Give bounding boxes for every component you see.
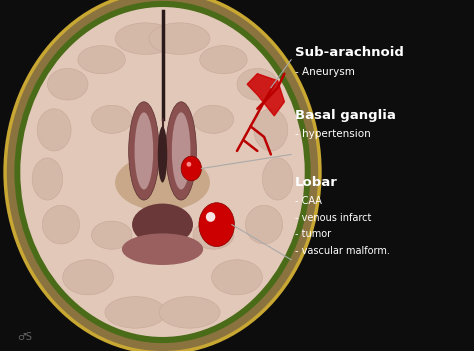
Text: - vascular malform.: - vascular malform.	[294, 246, 390, 256]
Ellipse shape	[132, 204, 193, 246]
Ellipse shape	[159, 297, 220, 328]
Ellipse shape	[263, 158, 293, 200]
Ellipse shape	[5, 0, 320, 351]
Text: - hypertension: - hypertension	[294, 129, 370, 139]
Ellipse shape	[91, 221, 132, 249]
Ellipse shape	[246, 205, 283, 244]
Ellipse shape	[166, 102, 196, 200]
Ellipse shape	[14, 1, 310, 343]
Text: Lobar: Lobar	[294, 176, 337, 189]
Ellipse shape	[115, 23, 176, 54]
Ellipse shape	[122, 233, 203, 265]
Text: - CAA: - CAA	[294, 196, 321, 206]
Ellipse shape	[200, 46, 247, 74]
Ellipse shape	[158, 126, 167, 183]
Ellipse shape	[211, 260, 263, 295]
Ellipse shape	[181, 156, 201, 181]
Ellipse shape	[193, 221, 234, 249]
Polygon shape	[247, 74, 284, 116]
Ellipse shape	[37, 109, 71, 151]
Ellipse shape	[206, 212, 215, 222]
Text: ♂S: ♂S	[17, 332, 32, 343]
Ellipse shape	[172, 112, 191, 190]
Ellipse shape	[193, 105, 234, 133]
Ellipse shape	[199, 203, 235, 246]
Text: Basal ganglia: Basal ganglia	[294, 109, 395, 122]
Ellipse shape	[115, 154, 210, 211]
Ellipse shape	[32, 158, 63, 200]
Ellipse shape	[187, 162, 191, 167]
Ellipse shape	[20, 7, 305, 337]
Ellipse shape	[78, 46, 125, 74]
Ellipse shape	[128, 102, 159, 200]
Ellipse shape	[149, 23, 210, 54]
Text: - tumor: - tumor	[294, 230, 331, 239]
Text: - venous infarct: - venous infarct	[294, 213, 371, 223]
Ellipse shape	[42, 205, 80, 244]
Ellipse shape	[135, 112, 153, 190]
Ellipse shape	[105, 297, 166, 328]
Text: - Aneurysm: - Aneurysm	[294, 67, 355, 77]
Ellipse shape	[237, 68, 278, 100]
Ellipse shape	[254, 109, 288, 151]
Ellipse shape	[47, 68, 88, 100]
Text: Sub-arachnoid: Sub-arachnoid	[294, 46, 403, 59]
Ellipse shape	[63, 260, 113, 295]
Ellipse shape	[91, 105, 132, 133]
